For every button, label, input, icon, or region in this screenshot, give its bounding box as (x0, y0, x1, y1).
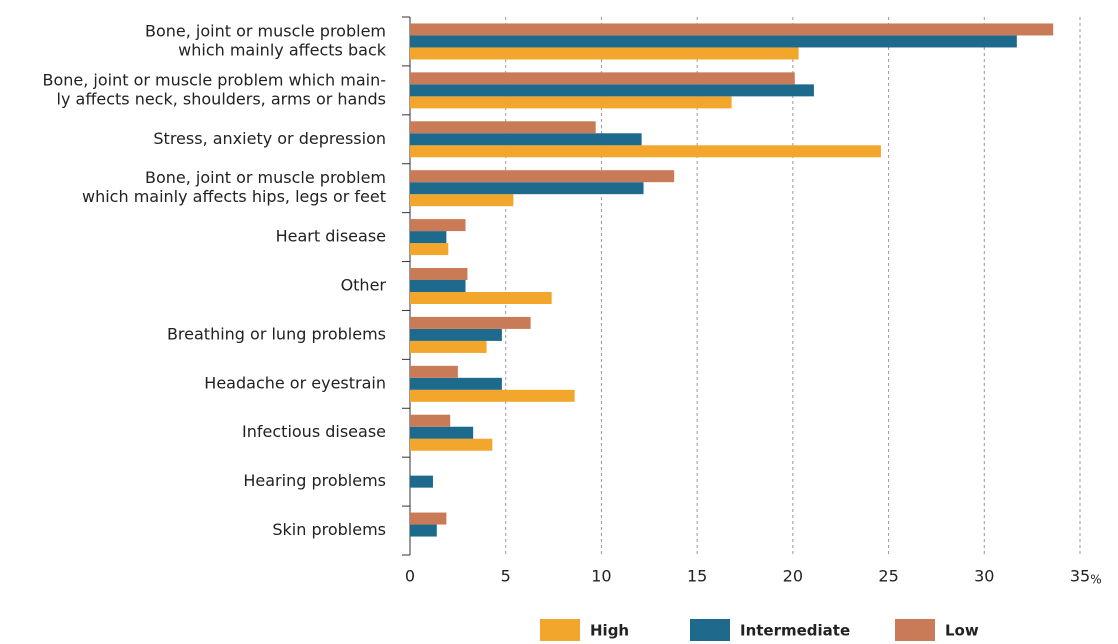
y-tick-label: Stress, anxiety or depression (153, 129, 386, 148)
bar (410, 243, 449, 256)
legend-swatch (895, 619, 935, 641)
y-tick-label: Breathing or lung problems (167, 324, 386, 343)
bar (410, 145, 881, 158)
bar (410, 170, 675, 183)
y-tick-label: Heart disease (276, 227, 386, 246)
x-tick-label: 25 (878, 567, 898, 586)
x-tick-label: 35 (1070, 567, 1090, 586)
bar (410, 280, 466, 292)
legend-swatch (540, 619, 580, 641)
y-tick-label: Hearing problems (243, 471, 386, 490)
y-tick-label: Bone, joint or muscle problem (145, 168, 386, 187)
y-tick-label: Skin problems (272, 520, 386, 539)
y-tick-label: Infectious disease (242, 422, 386, 441)
legend-swatch (690, 619, 730, 641)
bar (410, 182, 644, 195)
bar (410, 426, 474, 439)
bar (410, 377, 502, 390)
bar (410, 524, 437, 537)
x-tick-label: 5 (501, 567, 511, 586)
bar (410, 389, 575, 402)
bar (410, 219, 466, 232)
x-axis-label: % (1090, 573, 1101, 587)
y-tick-label: which mainly affects hips, legs or feet (82, 187, 386, 206)
y-tick-label: Bone, joint or muscle problem which main… (42, 70, 386, 89)
bar (410, 438, 493, 451)
bar (410, 47, 799, 60)
bar (410, 268, 468, 280)
y-tick-label: ly affects neck, shoulders, arms or hand… (57, 89, 386, 108)
bar (410, 328, 502, 341)
bar (410, 84, 814, 97)
bar (410, 512, 447, 525)
legend-label: Low (945, 622, 979, 640)
x-tick-label: 10 (591, 567, 611, 586)
bar (410, 231, 447, 244)
y-tick-label: which mainly affects back (178, 40, 387, 59)
bar (410, 414, 451, 427)
legend-label: High (590, 622, 629, 640)
bar (410, 121, 596, 134)
y-tick-label: Bone, joint or muscle problem (145, 21, 386, 40)
bar (410, 96, 732, 109)
legend-label: Intermediate (740, 622, 850, 640)
bar (410, 194, 514, 207)
y-tick-label: Headache or eyestrain (204, 373, 386, 392)
y-tick-label: Other (341, 276, 387, 295)
bar (410, 133, 642, 146)
bar (410, 316, 531, 329)
bar (410, 72, 795, 85)
x-tick-label: 30 (974, 567, 994, 586)
x-tick-label: 15 (687, 567, 707, 586)
bar (410, 340, 487, 353)
bar (410, 292, 552, 304)
x-tick-label: 0 (405, 567, 415, 586)
bar (410, 23, 1054, 36)
bar (410, 35, 1017, 48)
bar (410, 365, 458, 378)
bar (410, 475, 433, 488)
x-tick-label: 20 (783, 567, 803, 586)
